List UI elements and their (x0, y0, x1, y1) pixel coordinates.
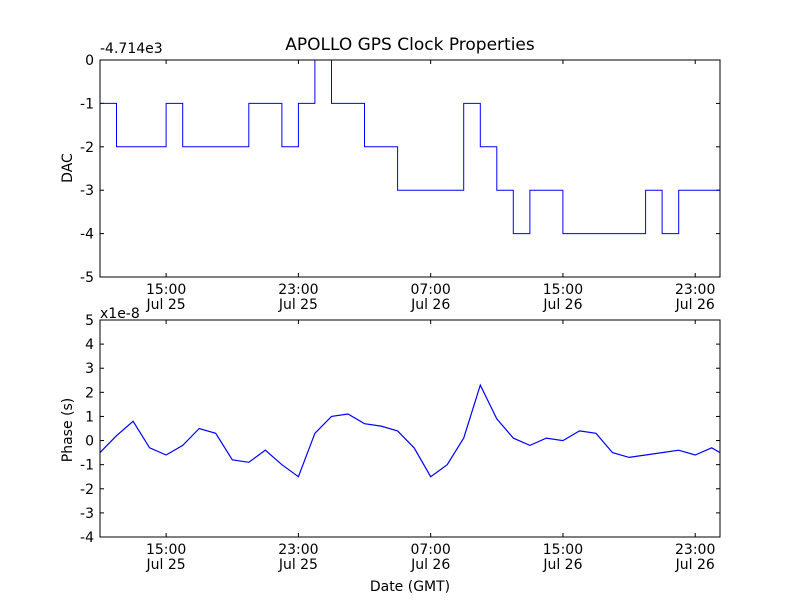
dac-offset-label: -4.714e3 (100, 41, 163, 57)
y-tick-label: -1 (80, 458, 94, 474)
x-tick-label-time: 23:00 (278, 282, 318, 298)
x-tick-label-time: 23:00 (675, 542, 715, 558)
y-tick-label: -4 (80, 227, 94, 243)
x-tick-label-time: 23:00 (675, 282, 715, 298)
y-tick-label: -3 (80, 506, 94, 522)
y-tick-label: 0 (85, 53, 94, 69)
y-tick-label: 4 (85, 337, 94, 353)
dac-y-axis-label: DAC (60, 153, 76, 183)
x-tick-label-date: Jul 25 (278, 557, 318, 573)
x-tick-label-time: 15:00 (146, 542, 186, 558)
y-tick-label: 3 (85, 361, 94, 377)
x-tick-label-date: Jul 26 (542, 557, 582, 573)
x-tick-label-time: 15:00 (146, 282, 186, 298)
y-tick-label: 2 (85, 385, 94, 401)
x-tick-label-date: Jul 26 (410, 297, 450, 313)
y-tick-label: -1 (80, 96, 94, 112)
dac-plot-frame (99, 59, 721, 278)
x-tick-label-date: Jul 26 (542, 297, 582, 313)
y-tick-label: 1 (85, 409, 94, 425)
x-tick-label-time: 15:00 (543, 282, 583, 298)
phase-y-axis-label: Phase (s) (60, 398, 76, 462)
x-tick-label-time: 07:00 (410, 282, 450, 298)
x-tick-label-date: Jul 25 (146, 557, 186, 573)
x-tick-label-date: Jul 25 (278, 297, 318, 313)
chart-title: APOLLO GPS Clock Properties (285, 35, 535, 55)
x-tick-label-date: Jul 25 (146, 297, 186, 313)
y-tick-label: -2 (80, 140, 94, 156)
dac-panel: APOLLO GPS Clock Properties -4.714e3 DAC… (60, 35, 721, 313)
x-tick-label-date: Jul 26 (675, 557, 715, 573)
phase-plot-frame (99, 319, 721, 538)
y-tick-label: 0 (85, 434, 94, 450)
y-tick-label: -2 (80, 482, 94, 498)
y-tick-label: -5 (80, 270, 94, 286)
y-tick-label: 5 (85, 313, 94, 329)
y-tick-label: -4 (80, 530, 94, 546)
x-tick-label-date: Jul 26 (675, 297, 715, 313)
phase-panel: x1e-8 Phase (s) Date (GMT) 5 4 3 2 1 0 -1 -2 -3 -… (60, 306, 721, 595)
x-tick-label-time: 15:00 (543, 542, 583, 558)
x-axis-label: Date (GMT) (370, 579, 450, 595)
phase-scale-label: x1e-8 (100, 306, 140, 322)
x-tick-label-time: 23:00 (278, 542, 318, 558)
x-tick-label-date: Jul 26 (410, 557, 450, 573)
y-tick-label: -3 (80, 183, 94, 199)
x-tick-label-time: 07:00 (410, 542, 450, 558)
